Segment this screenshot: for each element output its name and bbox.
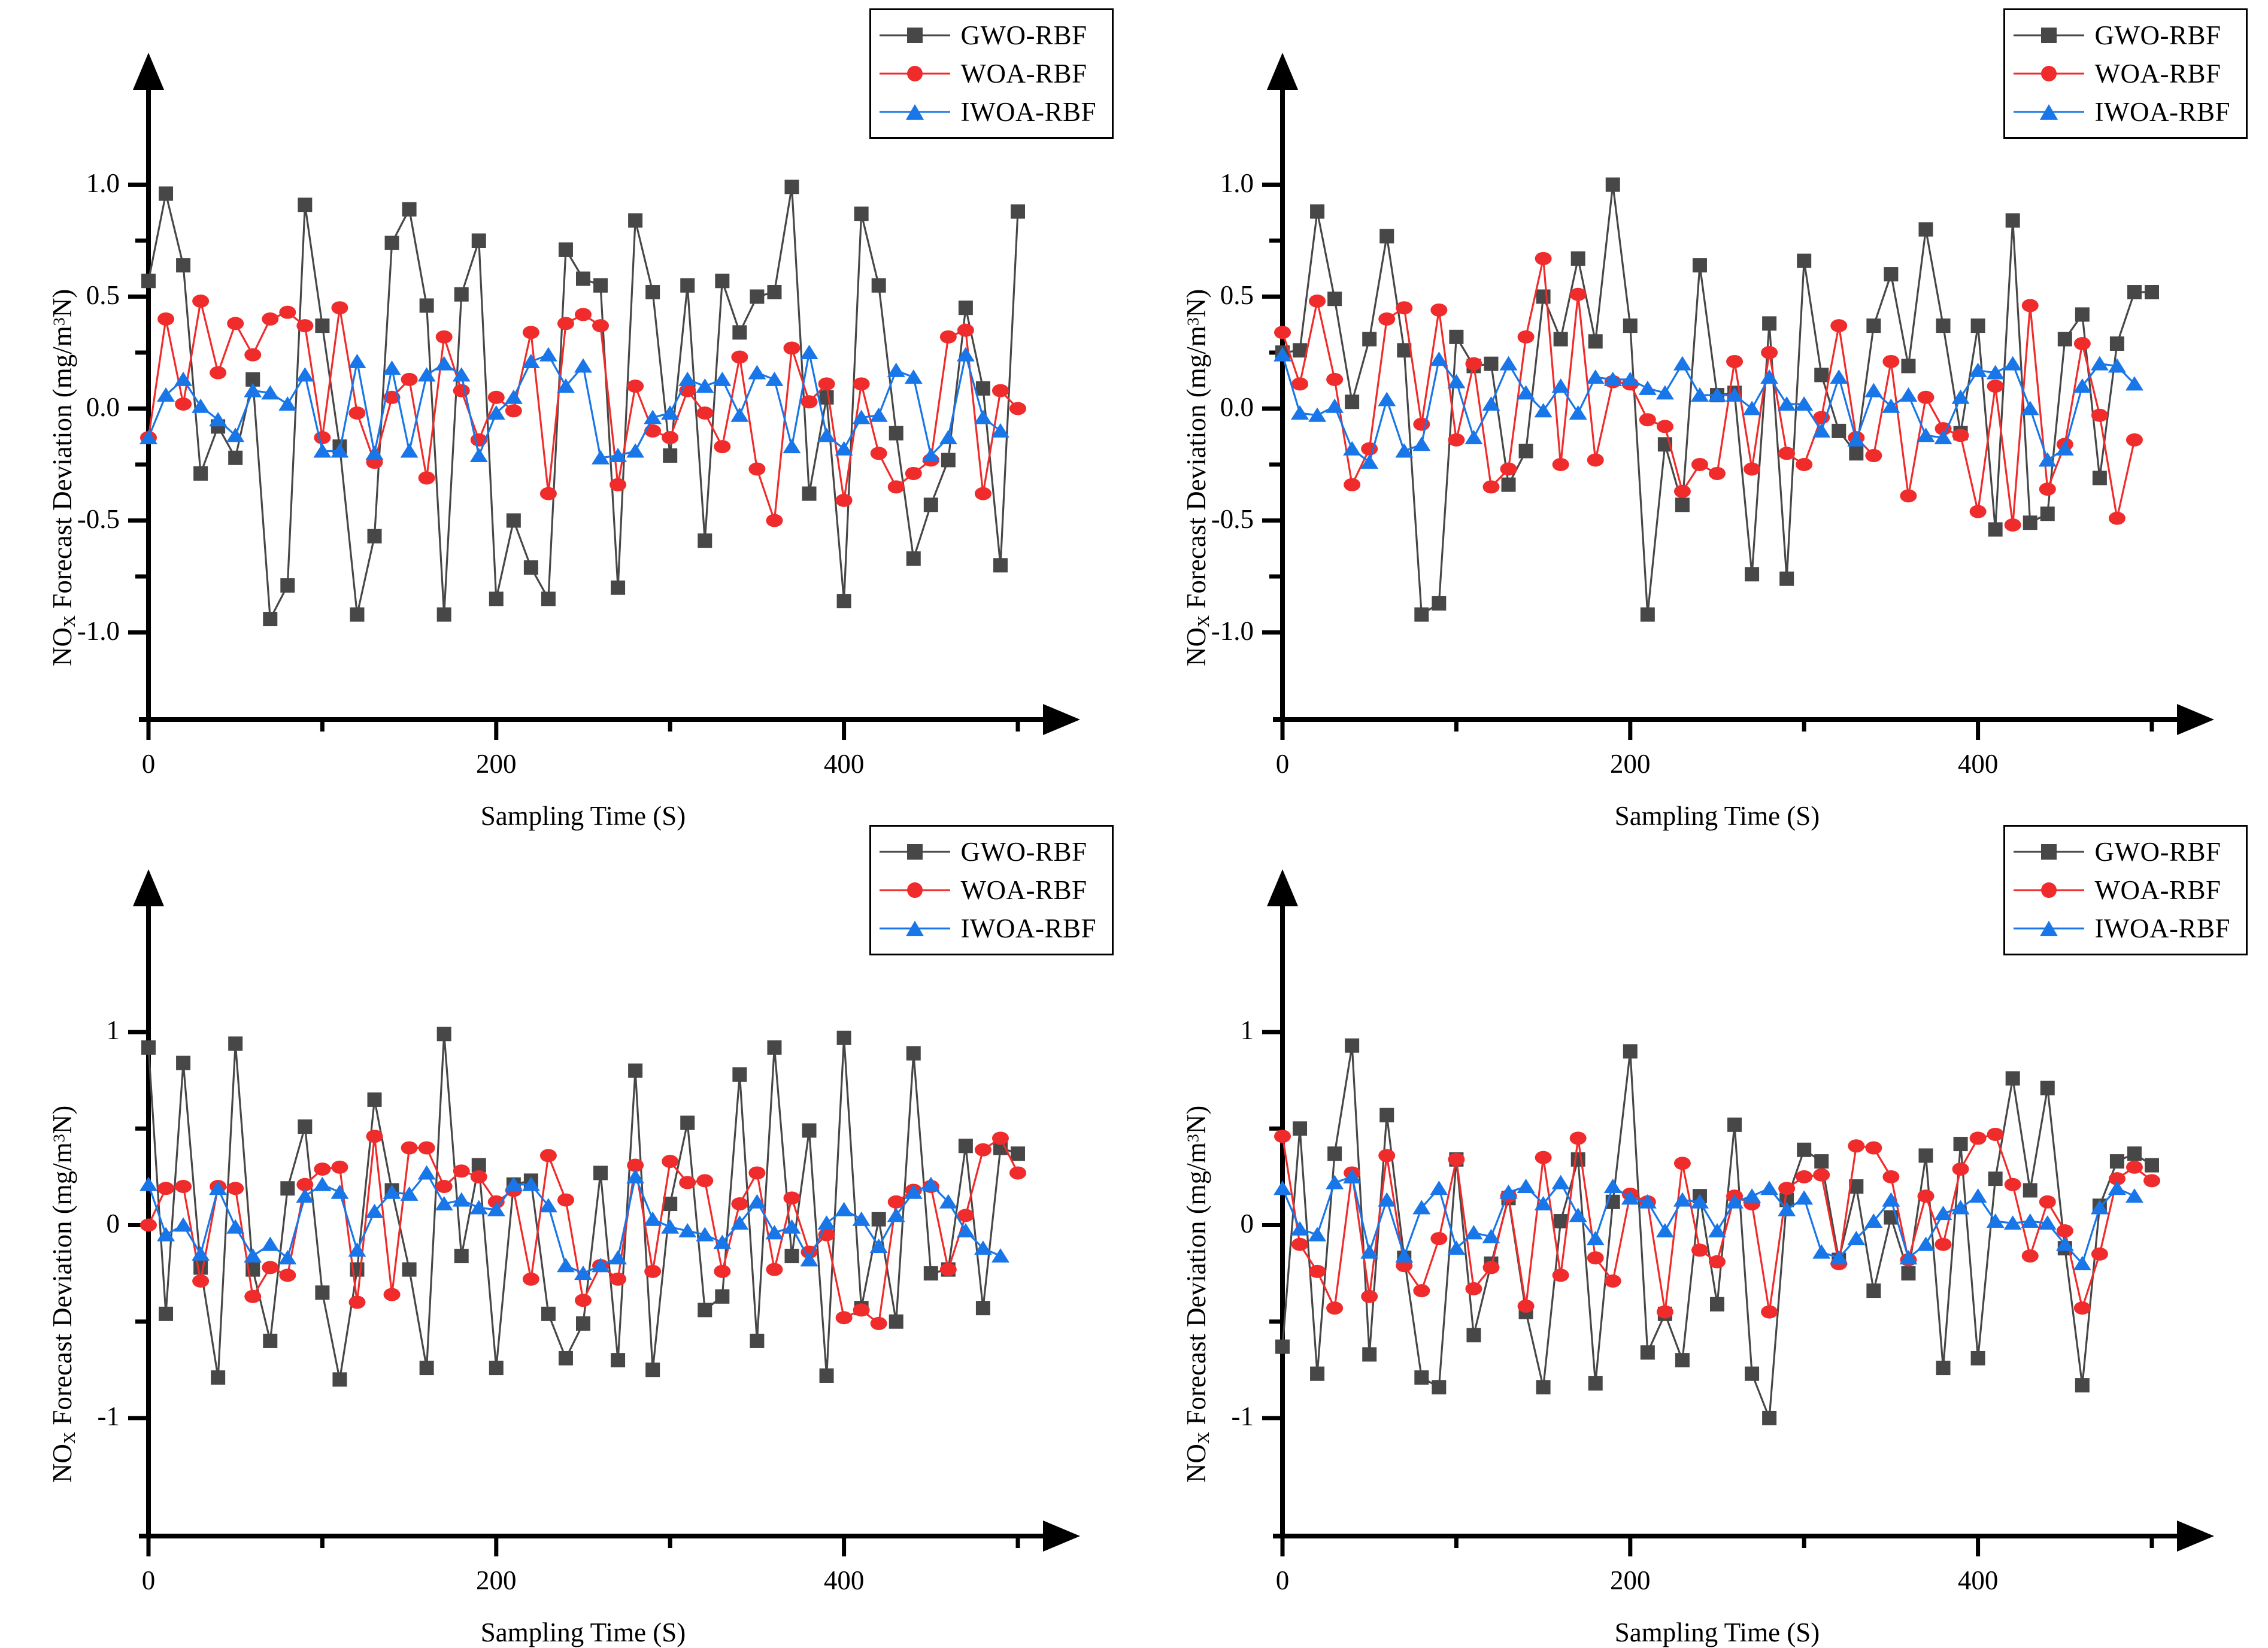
legend-swatch-triangle-icon [2013,916,2084,940]
y-tick-label: 1 [1240,1015,1254,1046]
x-tick-label: 0 [1275,1565,1290,1595]
y-tick-label: -0.5 [77,503,120,534]
legend-label-iwoa: IWOA-RBF [960,96,1096,127]
y-axis-title-top-left: NOX Forecast Deviation (mg/m3N) [47,289,80,666]
panel-bottom-left: NOX Forecast Deviation (mg/m3N) Sampling… [0,817,1134,1647]
x-tick-label: 0 [1275,749,1290,779]
x-axis-title-top-left: Sampling Time (S) [480,801,686,831]
legend-swatch-circle-icon [879,62,950,86]
x-tick-label: 400 [823,749,865,779]
legend-item-gwo[interactable]: GWO-RBF [879,833,1097,871]
x-tick-label: 400 [823,1565,865,1595]
x-axis-title-bottom-right: Sampling Time (S) [1614,1617,1820,1647]
legend-swatch-triangle-icon [2013,100,2084,124]
legend-item-iwoa[interactable]: IWOA-RBF [879,909,1097,948]
y-axis-title-bottom-left: NOX Forecast Deviation (mg/m3N) [47,1105,80,1483]
y-tick-label: -1 [97,1401,120,1431]
legend-swatch-square-icon [879,23,950,47]
legend-label-gwo: GWO-RBF [2094,20,2221,50]
y-tick-label: 1.0 [86,168,120,198]
legend-item-gwo[interactable]: GWO-RBF [2013,16,2231,54]
y-axis-title-top-right: NOX Forecast Deviation (mg/m3N) [1181,289,1214,666]
y-tick-label: -0.5 [1211,503,1254,534]
x-tick-label: 400 [1957,749,1999,779]
legend-swatch-triangle-icon [879,916,950,940]
legend-swatch-square-icon [2013,840,2084,864]
plot-svg-bottom-left [128,869,1080,1556]
legend-label-woa: WOA-RBF [2094,875,2221,905]
plot-svg-bottom-right [1262,869,2214,1556]
legend-swatch-circle-icon [879,878,950,902]
y-tick-label: 0.0 [1220,391,1254,422]
legend-swatch-circle-icon [2013,878,2084,902]
legend-item-gwo[interactable]: GWO-RBF [2013,833,2231,871]
legend-item-woa[interactable]: WOA-RBF [2013,54,2231,93]
legend-swatch-triangle-icon [879,100,950,124]
legend-item-iwoa[interactable]: IWOA-RBF [879,93,1097,131]
y-tick-label: 0.5 [1220,280,1254,310]
legend-item-woa[interactable]: WOA-RBF [879,54,1097,93]
legend-label-gwo: GWO-RBF [2094,836,2221,867]
y-tick-label: 0 [106,1208,120,1239]
x-tick-label: 400 [1957,1565,1999,1595]
legend-swatch-square-icon [879,840,950,864]
y-tick-label: 0.5 [86,280,120,310]
plot-svg-top-right [1262,53,2214,740]
legend-item-iwoa[interactable]: IWOA-RBF [2013,93,2231,131]
legend-label-gwo: GWO-RBF [960,20,1087,50]
plot-svg-top-left [128,53,1080,740]
panel-top-left: NOX Forecast Deviation (mg/m3N) Sampling… [0,0,1134,831]
legend-label-iwoa: IWOA-RBF [2094,913,2230,943]
x-axis-title-top-right: Sampling Time (S) [1614,801,1820,831]
y-tick-label: 0.0 [86,391,120,422]
legend-item-iwoa[interactable]: IWOA-RBF [2013,909,2231,948]
legend-label-gwo: GWO-RBF [960,836,1087,867]
legend-item-woa[interactable]: WOA-RBF [2013,871,2231,909]
legend-label-woa: WOA-RBF [960,875,1087,905]
panel-bottom-right: NOX Forecast Deviation (mg/m3N) Sampling… [1134,817,2268,1647]
y-tick-label: 0 [1240,1208,1254,1239]
legend-swatch-circle-icon [2013,62,2084,86]
legend-item-woa[interactable]: WOA-RBF [879,871,1097,909]
x-tick-label: 200 [476,749,517,779]
legend-bottom-left: GWO-RBF WOA-RBF IWOA-RBF [869,825,1114,955]
legend-label-iwoa: IWOA-RBF [2094,96,2230,127]
y-tick-label: -1.0 [77,615,120,646]
y-tick-label: 1.0 [1220,168,1254,198]
legend-bottom-right: GWO-RBF WOA-RBF IWOA-RBF [2003,825,2248,955]
legend-label-woa: WOA-RBF [960,58,1087,89]
legend-label-iwoa: IWOA-RBF [960,913,1096,943]
y-axis-title-bottom-right: NOX Forecast Deviation (mg/m3N) [1181,1105,1214,1483]
x-tick-label: 0 [141,1565,156,1595]
legend-item-gwo[interactable]: GWO-RBF [879,16,1097,54]
x-tick-label: 200 [1610,1565,1651,1595]
y-tick-label: 1 [106,1015,120,1046]
legend-label-woa: WOA-RBF [2094,58,2221,89]
x-axis-title-bottom-left: Sampling Time (S) [480,1617,686,1647]
panel-top-right: NOX Forecast Deviation (mg/m3N) Sampling… [1134,0,2268,831]
legend-swatch-square-icon [2013,23,2084,47]
x-tick-label: 0 [141,749,156,779]
y-tick-label: -1.0 [1211,615,1254,646]
y-tick-label: -1 [1231,1401,1254,1431]
legend-top-left: GWO-RBF WOA-RBF IWOA-RBF [869,8,1114,139]
x-tick-label: 200 [1610,749,1651,779]
x-tick-label: 200 [476,1565,517,1595]
legend-top-right: GWO-RBF WOA-RBF IWOA-RBF [2003,8,2248,139]
